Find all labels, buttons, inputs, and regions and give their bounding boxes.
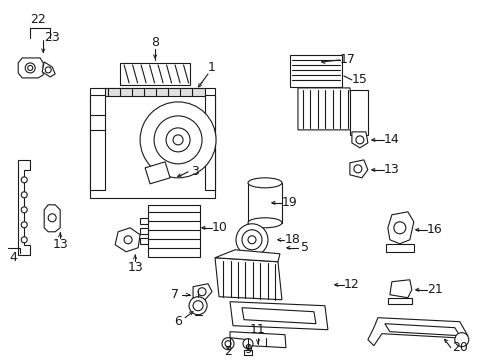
Polygon shape bbox=[140, 238, 148, 244]
Circle shape bbox=[21, 222, 27, 228]
Text: 19: 19 bbox=[282, 196, 297, 209]
Polygon shape bbox=[215, 250, 280, 262]
Text: 3: 3 bbox=[191, 165, 199, 178]
Circle shape bbox=[25, 63, 35, 73]
Circle shape bbox=[355, 136, 363, 144]
Circle shape bbox=[28, 66, 33, 71]
Text: 5: 5 bbox=[300, 241, 308, 254]
Circle shape bbox=[154, 116, 202, 164]
Polygon shape bbox=[18, 58, 43, 78]
Text: 23: 23 bbox=[44, 31, 60, 45]
Bar bbox=[148, 205, 200, 257]
Circle shape bbox=[242, 230, 262, 250]
Text: 2: 2 bbox=[224, 345, 231, 358]
Text: 1: 1 bbox=[208, 62, 216, 75]
Circle shape bbox=[193, 301, 203, 311]
Circle shape bbox=[21, 237, 27, 243]
Circle shape bbox=[124, 236, 132, 244]
Circle shape bbox=[173, 135, 183, 145]
Ellipse shape bbox=[247, 178, 282, 188]
Circle shape bbox=[189, 297, 206, 315]
Bar bbox=[90, 88, 215, 198]
Circle shape bbox=[393, 222, 405, 234]
Text: 14: 14 bbox=[383, 133, 399, 147]
Bar bbox=[387, 298, 411, 304]
Circle shape bbox=[236, 224, 267, 256]
Bar bbox=[289, 55, 341, 87]
Bar bbox=[349, 90, 367, 135]
Circle shape bbox=[140, 102, 216, 178]
Text: 11: 11 bbox=[249, 323, 265, 336]
Circle shape bbox=[222, 338, 234, 350]
Polygon shape bbox=[193, 284, 212, 300]
Text: 16: 16 bbox=[426, 223, 442, 236]
Polygon shape bbox=[349, 160, 367, 178]
Bar bbox=[244, 350, 251, 355]
Bar bbox=[105, 88, 204, 96]
Polygon shape bbox=[145, 162, 170, 184]
Polygon shape bbox=[351, 132, 367, 148]
Bar bbox=[385, 244, 413, 252]
Circle shape bbox=[198, 288, 205, 296]
Text: 8: 8 bbox=[151, 36, 159, 49]
Text: 22: 22 bbox=[30, 13, 46, 27]
Circle shape bbox=[21, 192, 27, 198]
Circle shape bbox=[247, 236, 255, 244]
Polygon shape bbox=[115, 228, 140, 252]
Polygon shape bbox=[297, 88, 354, 130]
Polygon shape bbox=[387, 212, 413, 244]
Polygon shape bbox=[215, 258, 282, 300]
Bar bbox=[90, 95, 105, 190]
Circle shape bbox=[166, 128, 190, 152]
Circle shape bbox=[353, 165, 361, 173]
Text: 7: 7 bbox=[171, 288, 179, 301]
Bar bbox=[204, 95, 215, 190]
Bar bbox=[247, 183, 282, 223]
Text: 15: 15 bbox=[351, 73, 367, 86]
Polygon shape bbox=[44, 205, 60, 232]
Text: 21: 21 bbox=[426, 283, 442, 296]
Text: 12: 12 bbox=[344, 278, 359, 291]
Text: 4: 4 bbox=[9, 251, 17, 264]
Polygon shape bbox=[367, 318, 467, 346]
Polygon shape bbox=[18, 160, 30, 255]
Polygon shape bbox=[389, 280, 411, 298]
Bar bbox=[120, 63, 190, 85]
Circle shape bbox=[45, 67, 51, 73]
Polygon shape bbox=[229, 302, 327, 330]
Text: 17: 17 bbox=[339, 53, 355, 67]
Polygon shape bbox=[242, 308, 315, 324]
Circle shape bbox=[224, 341, 230, 347]
Text: 13: 13 bbox=[52, 238, 68, 251]
Polygon shape bbox=[140, 228, 148, 234]
Circle shape bbox=[48, 214, 56, 222]
Polygon shape bbox=[229, 332, 285, 348]
Circle shape bbox=[21, 207, 27, 213]
Text: 9: 9 bbox=[244, 343, 251, 356]
Text: 20: 20 bbox=[451, 341, 467, 354]
Circle shape bbox=[454, 333, 468, 347]
Text: 13: 13 bbox=[383, 163, 399, 176]
Polygon shape bbox=[42, 62, 55, 77]
Text: 18: 18 bbox=[285, 233, 300, 246]
Ellipse shape bbox=[247, 218, 282, 228]
Polygon shape bbox=[140, 218, 148, 224]
Circle shape bbox=[21, 177, 27, 183]
Text: 10: 10 bbox=[212, 221, 227, 234]
Text: 13: 13 bbox=[127, 261, 142, 274]
Bar bbox=[240, 254, 264, 260]
Text: 6: 6 bbox=[174, 315, 182, 328]
Circle shape bbox=[243, 339, 252, 349]
Polygon shape bbox=[384, 324, 459, 336]
